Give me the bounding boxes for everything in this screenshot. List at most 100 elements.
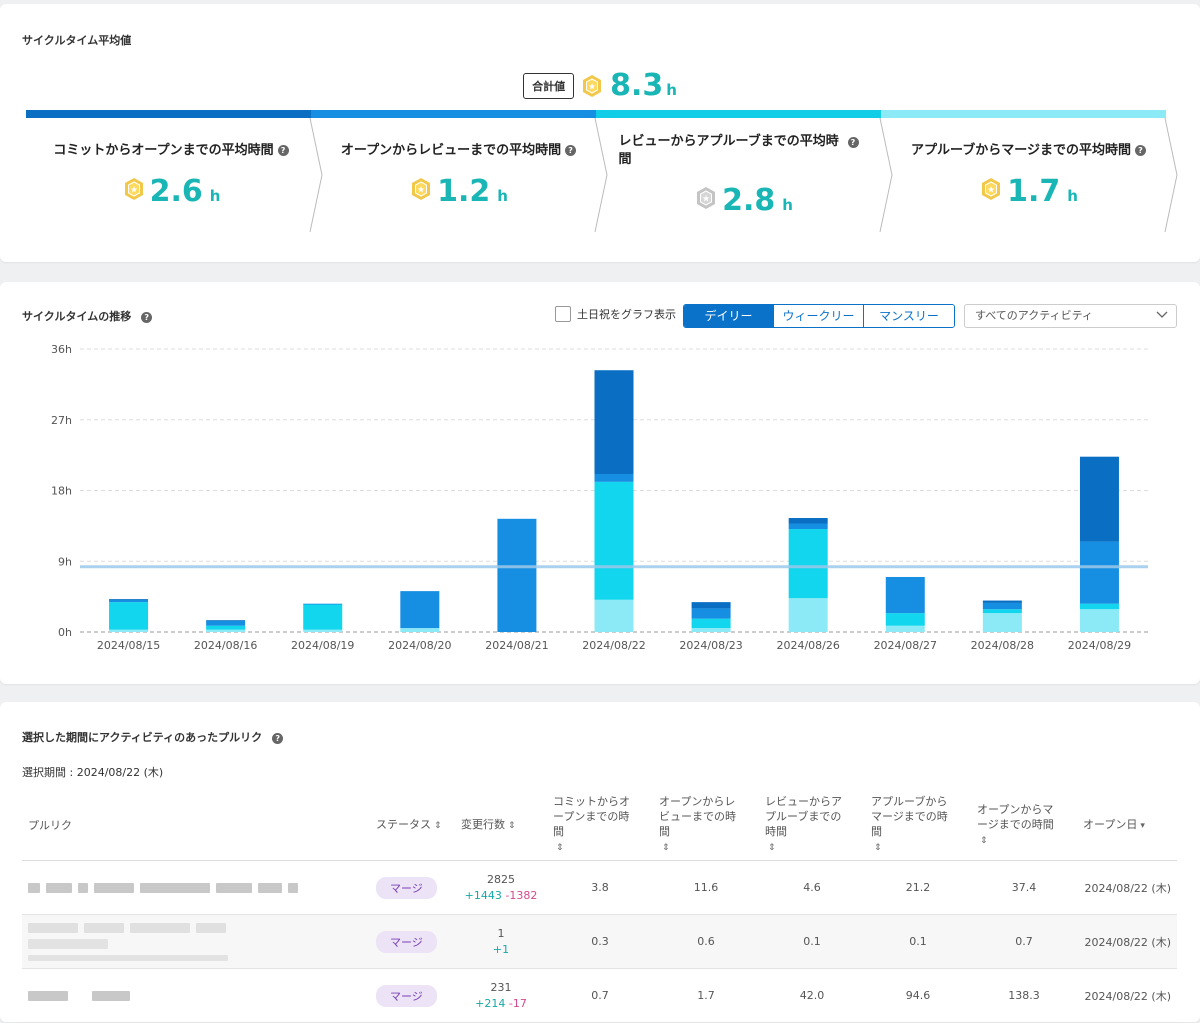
lines-changed: 231 +214 -17	[455, 968, 547, 1023]
cycle-time-trend-card: サイクルタイムの推移? 土日祝をグラフ表示 デイリー ウィークリー マンスリー …	[0, 282, 1200, 684]
phase-title: レビューからアプルーブまでの平均時間	[618, 133, 839, 167]
sort-icon[interactable]: ⇕	[874, 843, 882, 853]
lines-deleted: -17	[508, 996, 527, 1010]
col-open-review[interactable]: オープンからレビューまでの時間 ⇕	[653, 790, 759, 861]
tab-monthly[interactable]: マンスリー	[864, 305, 954, 327]
col-review-approve[interactable]: レビューからアプルーブまでの時間 ⇕	[759, 790, 865, 861]
col-commit-open[interactable]: コミットからオープンまでの時間 ⇕	[547, 790, 653, 861]
sort-icon[interactable]: ⇕	[980, 835, 988, 846]
sort-icon[interactable]: ⇕	[768, 843, 776, 853]
cell-open-review: 1.7	[653, 968, 759, 1023]
gold-medal-icon: ★	[412, 177, 431, 200]
col-label: ステータス	[376, 817, 431, 831]
svg-text:★: ★	[417, 185, 425, 195]
phase-review-to-approve: レビューからアプルーブまでの平均時間? ★ 2.8 h	[601, 118, 886, 232]
total-value: 8.3	[610, 68, 664, 103]
cell-commit-open: 0.7	[547, 968, 653, 1023]
help-icon[interactable]: ?	[141, 311, 153, 323]
sort-icon[interactable]: ⇕	[662, 843, 670, 853]
bar-segment	[497, 518, 537, 632]
col-open-merge[interactable]: オープンからマージまでの時間 ⇕	[971, 790, 1077, 861]
bar-segment	[1079, 603, 1119, 610]
phase-unit: h	[782, 195, 793, 214]
col-open-date[interactable]: オープン日 ▾	[1077, 790, 1177, 861]
x-tick-label: 2024/08/20	[388, 639, 451, 652]
bar-segment	[885, 576, 925, 614]
weekend-toggle[interactable]: 土日祝をグラフ表示	[555, 306, 676, 322]
cell-open-review: 0.6	[653, 914, 759, 969]
weekend-label: 土日祝をグラフ表示	[577, 308, 676, 321]
col-label: オープンからマージまでの時間	[977, 802, 1054, 831]
pr-title-redacted[interactable]	[22, 914, 370, 969]
bar-segment	[885, 613, 925, 626]
status-badge: マージ	[376, 984, 437, 1007]
col-label: オープンからレビューまでの時間	[659, 795, 736, 838]
tab-weekly[interactable]: ウィークリー	[774, 305, 864, 327]
table-title: 選択した期間にアクティビティのあったプルリク	[22, 731, 263, 744]
cell-review-approve: 0.1	[759, 914, 865, 969]
help-icon[interactable]: ?	[277, 144, 289, 156]
x-tick-label: 2024/08/15	[97, 639, 160, 652]
y-tick-label: 0h	[58, 626, 72, 639]
total-block: 合計値 ★ 8.3 h	[0, 68, 1200, 103]
phase-unit: h	[1067, 186, 1078, 205]
bar-segment	[788, 529, 828, 599]
trend-title-wrap: サイクルタイムの推移?	[22, 308, 153, 324]
total-unit: h	[666, 81, 677, 99]
x-tick-label: 2024/08/26	[776, 639, 839, 652]
bar-segment	[109, 598, 149, 600]
sort-icon[interactable]: ⇕	[434, 820, 442, 831]
sort-desc-icon[interactable]: ▾	[1140, 820, 1145, 831]
tab-daily[interactable]: デイリー	[684, 305, 774, 327]
pr-title-redacted[interactable]	[22, 968, 370, 1023]
activity-select-value: すべてのアクティビティ	[975, 309, 1093, 322]
svg-text:★: ★	[588, 82, 596, 92]
sort-icon[interactable]: ⇕	[508, 820, 516, 831]
table-row[interactable]: マージ 1 +1 0.3 0.6 0.1 0.1 0.7 2024/08/22 (…	[22, 914, 1177, 969]
x-tick-label: 2024/08/22	[582, 639, 645, 652]
bar-segment	[1079, 456, 1119, 542]
cell-open-date: 2024/08/22 (木)	[1077, 914, 1177, 969]
table-row[interactable]: マージ 2825 +1443 -1382 3.8 11.6 4.6 21.2 37…	[22, 860, 1177, 915]
sort-icon[interactable]: ⇕	[556, 843, 564, 853]
bar-segment	[400, 591, 440, 629]
help-icon[interactable]: ?	[565, 144, 577, 156]
phase-bar-1	[26, 110, 311, 118]
x-tick-label: 2024/08/29	[1068, 639, 1131, 652]
bar-segment	[982, 600, 1022, 603]
pull-request-table: プルリク ステータス ⇕ 変更行数 ⇕ コミットからオープンまでの時間⇕ オープンか…	[22, 790, 1177, 1023]
selected-period: 選択期間 : 2024/08/22 (木)	[22, 766, 164, 779]
y-tick-label: 9h	[58, 555, 72, 568]
help-icon[interactable]: ?	[847, 136, 859, 148]
cell-open-merge: 37.4	[971, 860, 1077, 915]
help-icon[interactable]: ?	[1134, 144, 1146, 156]
bar-segment	[400, 628, 440, 632]
lines-added: +1	[492, 942, 510, 956]
weekend-checkbox[interactable]	[555, 306, 571, 322]
x-tick-label: 2024/08/16	[194, 639, 257, 652]
lines-added: +1443	[464, 888, 502, 902]
activity-select[interactable]: すべてのアクティビティ	[964, 304, 1177, 328]
total-label: 合計値	[523, 72, 575, 99]
col-label: コミットからオープンまでの時間	[553, 795, 630, 838]
bar-segment	[788, 518, 828, 524]
chevron-down-icon	[1156, 311, 1168, 318]
help-icon[interactable]: ?	[272, 732, 284, 744]
bar-segment	[982, 613, 1022, 632]
chevron-separator	[594, 118, 608, 232]
table-row[interactable]: マージ 231 +214 -17 0.7 1.7 42.0 94.6 138.3 …	[22, 968, 1177, 1023]
lines-deleted: -1382	[505, 888, 538, 902]
col-label: レビューからアプルーブまでの時間	[765, 795, 842, 838]
col-label: オープン日	[1083, 817, 1138, 831]
cell-open-merge: 138.3	[971, 968, 1077, 1023]
col-lines[interactable]: 変更行数 ⇕	[455, 790, 547, 861]
pr-title-redacted[interactable]	[22, 860, 370, 915]
col-label: プルリク	[28, 818, 72, 832]
col-status[interactable]: ステータス ⇕	[370, 790, 455, 861]
col-approve-merge[interactable]: アプルーブからマージまでの時間 ⇕	[865, 790, 971, 861]
bar-segment	[1079, 609, 1119, 632]
lines-changed: 1 +1	[455, 914, 547, 969]
svg-text:★: ★	[130, 185, 138, 195]
lines-total: 2825	[487, 872, 515, 886]
phase-title: オープンからレビューまでの平均時間	[340, 142, 562, 158]
